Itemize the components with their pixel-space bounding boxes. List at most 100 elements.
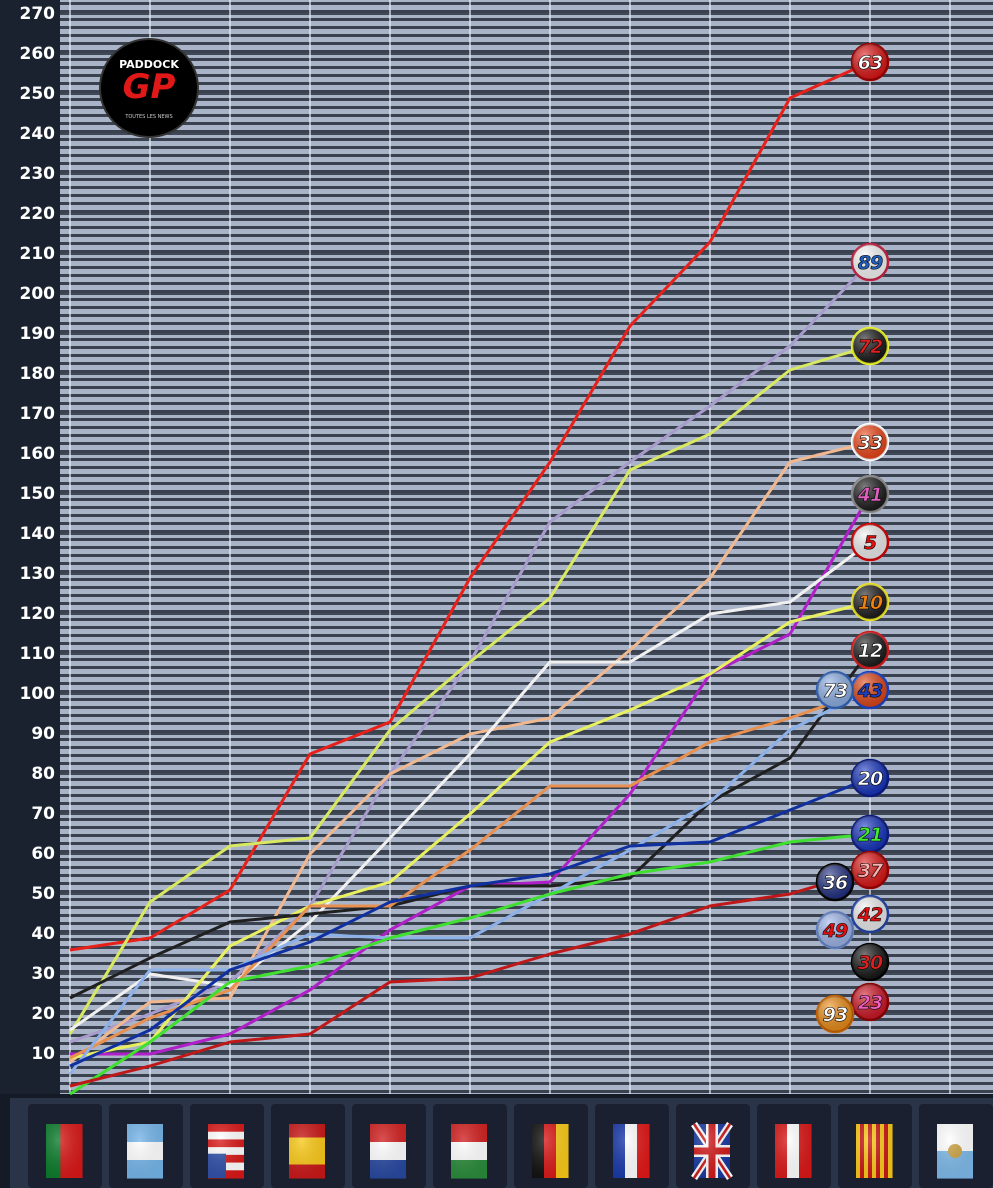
flag — [127, 1124, 163, 1179]
rider-badge: 5 — [850, 522, 890, 562]
y-tick-label: 220 — [20, 204, 56, 224]
rider-badge: 30 — [850, 942, 890, 982]
rider-badge: 89 — [850, 242, 890, 282]
flag — [856, 1124, 893, 1178]
badge-gloss — [817, 912, 853, 948]
series-line — [69, 776, 871, 1068]
logo: PADDOCK GP TOUTES LES NEWS — [99, 38, 199, 138]
badge-gloss — [817, 672, 853, 708]
y-tick-label: 140 — [20, 524, 56, 544]
y-tick-label: 10 — [31, 1044, 55, 1064]
badge-gloss — [852, 44, 888, 80]
flag-gloss — [208, 1124, 244, 1178]
flag-gloss — [289, 1124, 325, 1178]
flag — [775, 1124, 812, 1178]
flag-gloss — [370, 1124, 406, 1178]
y-tick-label: 30 — [31, 964, 55, 984]
badge-label: 73 — [823, 680, 848, 702]
y-tick-label: 150 — [20, 484, 56, 504]
flag — [532, 1124, 569, 1178]
flag — [937, 1124, 973, 1179]
badge-label: 93 — [823, 1004, 848, 1026]
badge-label: 63 — [858, 52, 883, 74]
flag — [370, 1124, 406, 1179]
rider-badge: 41 — [850, 474, 890, 514]
y-tick-label: 100 — [20, 684, 56, 704]
y-tick-label: 110 — [20, 644, 56, 664]
badge-label: 49 — [822, 920, 848, 942]
badge-label: 21 — [858, 824, 882, 846]
y-tick-label: 60 — [31, 844, 55, 864]
y-tick-label: 190 — [20, 324, 56, 344]
y-tick-label: 260 — [20, 44, 56, 64]
logo-main: GP — [123, 67, 176, 107]
badge-label: 43 — [857, 680, 883, 702]
badge-gloss — [852, 816, 888, 852]
flag — [451, 1124, 487, 1179]
rider-badge: 20 — [850, 758, 890, 798]
series-line — [69, 540, 871, 1032]
series-line — [69, 832, 871, 1096]
rider-badge: 37 — [850, 850, 890, 890]
badge-label: 30 — [858, 952, 883, 974]
rider-badge: 12 — [850, 630, 890, 670]
series-line — [69, 868, 871, 1088]
y-tick-label: 270 — [20, 4, 56, 24]
badge-label: 72 — [858, 336, 883, 358]
badge-gloss — [852, 476, 888, 512]
badge-label: 41 — [857, 484, 882, 506]
flag-gloss — [694, 1124, 730, 1178]
flag-gloss — [127, 1124, 163, 1178]
badge-label: 89 — [858, 252, 883, 274]
badge-gloss — [852, 944, 888, 980]
y-tick-label: 120 — [20, 604, 56, 624]
badge-gloss — [817, 864, 853, 900]
rider-badge: 33 — [850, 422, 890, 462]
rider-badge: 36 — [815, 862, 855, 902]
y-tick-label: 240 — [20, 124, 56, 144]
badge-label: 5 — [864, 532, 877, 554]
badge-label: 20 — [858, 768, 883, 790]
rider-badge: 23 — [850, 982, 890, 1022]
y-tick-label: 20 — [31, 1004, 55, 1024]
series-line — [69, 688, 871, 1060]
rider-badge: 63 — [850, 42, 890, 82]
flag — [691, 1122, 733, 1180]
badge-gloss — [852, 328, 888, 364]
badge-label: 37 — [858, 860, 884, 882]
y-tick-label: 230 — [20, 164, 56, 184]
y-tick-label: 200 — [20, 284, 56, 304]
badge-gloss — [852, 244, 888, 280]
badge-gloss — [817, 996, 853, 1032]
logo-top: PADDOCK — [119, 58, 179, 71]
flag — [46, 1124, 83, 1178]
flag-gloss — [937, 1124, 973, 1178]
flag-gloss — [532, 1124, 568, 1178]
badge-label: 36 — [823, 872, 848, 894]
rider-badge: 73 — [815, 670, 855, 710]
badge-gloss — [852, 424, 888, 460]
badge-label: 23 — [858, 992, 883, 1014]
flag-gloss — [451, 1124, 487, 1178]
series-line — [68, 688, 871, 1075]
y-tick-label: 210 — [20, 244, 56, 264]
badge-label: 42 — [857, 904, 883, 926]
series-line — [68, 344, 871, 1035]
badge-gloss — [852, 524, 888, 560]
flag — [613, 1124, 650, 1178]
badge-gloss — [852, 760, 888, 796]
y-tick-label: 170 — [20, 404, 56, 424]
badges: 63 89 72 33 41 5 10 12 43 73 20 21 37 36 42 49 30 23 93 — [815, 42, 890, 1034]
flag-gloss — [775, 1124, 811, 1178]
flag-gloss — [46, 1124, 82, 1178]
badge-gloss — [852, 632, 888, 668]
flags — [28, 1104, 993, 1188]
y-tick-label: 160 — [20, 444, 56, 464]
rider-badge: 49 — [815, 910, 855, 950]
rider-badge: 43 — [850, 670, 890, 710]
badge-gloss — [852, 584, 888, 620]
flag — [208, 1124, 244, 1179]
flag-gloss — [856, 1124, 892, 1178]
